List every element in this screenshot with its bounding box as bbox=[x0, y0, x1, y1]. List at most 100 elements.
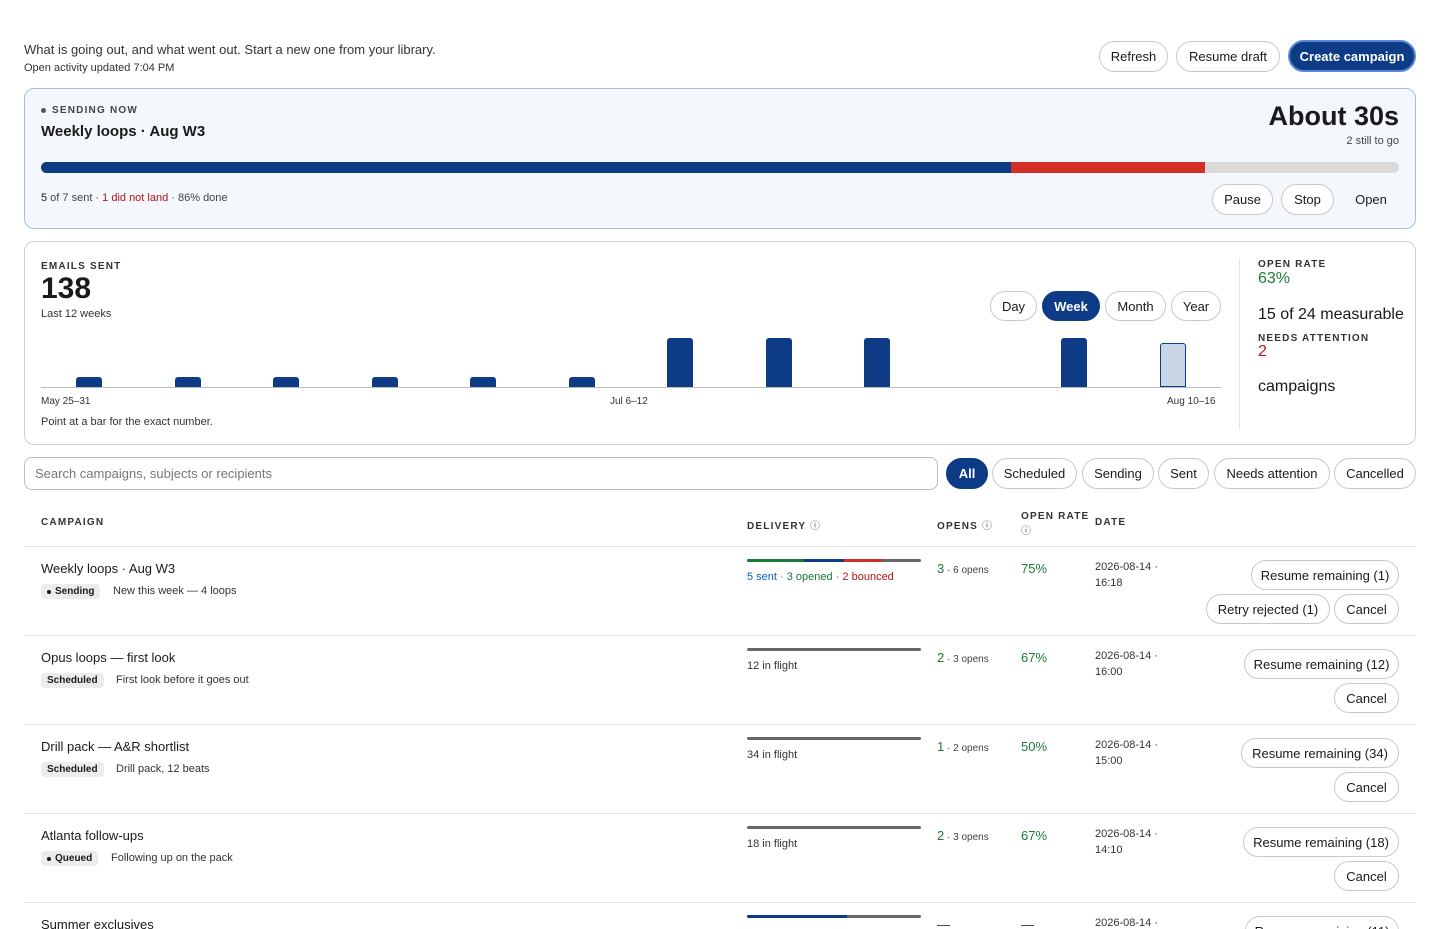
open-button[interactable]: Open bbox=[1342, 184, 1400, 215]
sending-remaining: 2 still to go bbox=[1346, 135, 1399, 147]
sending-now-kicker: SENDING NOW bbox=[41, 105, 138, 116]
sending-status-text: 5 of 7 sent · 1 did not land · 86% done bbox=[41, 192, 228, 204]
column-header-opens: OPENS ⓘ bbox=[937, 521, 992, 532]
delivery-bar bbox=[747, 559, 921, 562]
range-week-button[interactable]: Week bbox=[1042, 291, 1100, 321]
resume-draft-button[interactable]: Resume draft bbox=[1176, 41, 1280, 72]
delivery-bar-sent bbox=[747, 915, 847, 918]
chart-tick-label: Aug 10–16 bbox=[1167, 396, 1216, 407]
filter-needs-attention[interactable]: Needs attention bbox=[1214, 458, 1330, 489]
campaign-name[interactable]: Summer exclusives bbox=[41, 917, 154, 929]
activity-updated-text: Open activity updated 7:04 PM bbox=[24, 62, 175, 74]
delivery-bar bbox=[747, 648, 921, 651]
campaign-date: 2026-08-14 · 14:10 bbox=[1095, 828, 1158, 856]
column-header-open-rate: OPEN RATE ⓘ bbox=[1021, 511, 1090, 537]
open-rate: — bbox=[1021, 917, 1034, 929]
chart-bar[interactable] bbox=[372, 377, 398, 387]
table-row[interactable]: Summer exclusives — — 2026-08-14 · Resum… bbox=[24, 902, 1416, 929]
resume-remaining-button[interactable]: Resume remaining (1) bbox=[1251, 560, 1399, 590]
opens-count: 1 · 2 opens bbox=[937, 739, 989, 754]
chart-bar[interactable] bbox=[569, 377, 595, 387]
info-icon[interactable]: ⓘ bbox=[982, 521, 992, 532]
page-header: What is going out, and what went out. St… bbox=[24, 40, 1416, 80]
stats-card: EMAILS SENT 138 Last 12 weeks Day Week M… bbox=[24, 241, 1416, 445]
needs-attention-sub: campaigns bbox=[1258, 378, 1336, 395]
cancel-button[interactable]: Cancel bbox=[1334, 772, 1399, 802]
chart-bar[interactable] bbox=[864, 338, 890, 387]
table-row[interactable]: Drill pack — A&R shortlist Scheduled Dri… bbox=[24, 724, 1416, 813]
status-badge: Queued bbox=[41, 851, 99, 866]
page-subtitle: What is going out, and what went out. St… bbox=[24, 42, 436, 57]
chart-bar[interactable] bbox=[470, 377, 496, 387]
campaign-date: 2026-08-14 · 16:18 bbox=[1095, 561, 1158, 589]
delivery-bar bbox=[747, 915, 921, 918]
sending-campaign-title: Weekly loops · Aug W3 bbox=[41, 123, 206, 140]
sending-now-card: SENDING NOW Weekly loops · Aug W3 About … bbox=[24, 88, 1416, 229]
opens-count: — bbox=[937, 917, 950, 929]
retry-rejected-button[interactable]: Retry rejected (1) bbox=[1206, 594, 1330, 624]
filter-sending[interactable]: Sending bbox=[1082, 458, 1154, 489]
open-rate: 67% bbox=[1021, 828, 1048, 843]
campaign-date: 2026-08-14 · 15:00 bbox=[1095, 739, 1158, 767]
campaign-name[interactable]: Drill pack — A&R shortlist bbox=[41, 739, 190, 754]
column-header-date: DATE bbox=[1095, 517, 1127, 528]
refresh-button[interactable]: Refresh bbox=[1099, 41, 1168, 72]
chart-bar[interactable] bbox=[273, 377, 299, 387]
delivery-summary: 12 in flight bbox=[747, 660, 798, 672]
cancel-button[interactable]: Cancel bbox=[1334, 683, 1399, 713]
resume-remaining-button[interactable]: Resume remaining (12) bbox=[1244, 649, 1399, 679]
campaign-date: 2026-08-14 · 16:00 bbox=[1095, 650, 1158, 678]
opens-count: 2 · 3 opens bbox=[937, 650, 989, 665]
chart-bar[interactable] bbox=[1160, 343, 1186, 387]
badge-dot-icon bbox=[47, 589, 51, 594]
resume-remaining-button[interactable]: Resume remaining (34) bbox=[1241, 738, 1399, 768]
info-icon[interactable]: ⓘ bbox=[810, 521, 821, 532]
campaign-name[interactable]: Opus loops — first look bbox=[41, 650, 176, 665]
range-day-button[interactable]: Day bbox=[990, 291, 1037, 321]
delivery-bar-opened bbox=[747, 559, 804, 562]
needs-attention-label: NEEDS ATTENTION bbox=[1258, 333, 1370, 344]
cancel-button[interactable]: Cancel bbox=[1334, 861, 1399, 891]
cancel-button[interactable]: Cancel bbox=[1334, 594, 1399, 624]
chart-bar[interactable] bbox=[667, 338, 693, 387]
emails-sent-period: Last 12 weeks bbox=[41, 308, 112, 320]
delivery-bar bbox=[747, 737, 921, 740]
emails-sent-chart bbox=[41, 328, 1221, 388]
filter-all[interactable]: All bbox=[946, 458, 988, 489]
status-badge: Scheduled bbox=[41, 673, 104, 688]
campaign-name[interactable]: Atlanta follow-ups bbox=[41, 828, 144, 843]
open-rate: 75% bbox=[1021, 561, 1048, 576]
sending-eta: About 30s bbox=[1268, 101, 1399, 131]
stop-button[interactable]: Stop bbox=[1281, 184, 1334, 215]
table-row[interactable]: Opus loops — first look Scheduled First … bbox=[24, 635, 1416, 724]
emails-sent-label: EMAILS SENT bbox=[41, 261, 122, 272]
delivery-bar bbox=[747, 826, 921, 829]
range-month-button[interactable]: Month bbox=[1105, 291, 1166, 321]
campaign-description: First look before it goes out bbox=[116, 674, 249, 686]
chart-bar[interactable] bbox=[175, 377, 201, 387]
chart-bar[interactable] bbox=[766, 338, 792, 387]
range-year-button[interactable]: Year bbox=[1171, 291, 1221, 321]
column-header-campaign: CAMPAIGN bbox=[41, 517, 105, 528]
pause-button[interactable]: Pause bbox=[1212, 184, 1273, 215]
filter-scheduled[interactable]: Scheduled bbox=[992, 458, 1077, 489]
sending-progress-bar bbox=[41, 162, 1399, 173]
chart-bar[interactable] bbox=[1061, 338, 1087, 387]
chart-bar[interactable] bbox=[76, 377, 102, 387]
campaign-name[interactable]: Weekly loops · Aug W3 bbox=[41, 561, 176, 576]
table-row[interactable]: Weekly loops · Aug W3 Sending New this w… bbox=[24, 546, 1416, 635]
filter-cancelled[interactable]: Cancelled bbox=[1334, 458, 1416, 489]
open-rate: 67% bbox=[1021, 650, 1048, 665]
info-icon[interactable]: ⓘ bbox=[1021, 526, 1031, 537]
filter-sent[interactable]: Sent bbox=[1158, 458, 1209, 489]
resume-remaining-button[interactable]: Resume remaining (11) bbox=[1245, 916, 1399, 929]
resume-remaining-button[interactable]: Resume remaining (18) bbox=[1243, 827, 1399, 857]
chart-hint: Point at a bar for the exact number. bbox=[41, 416, 213, 428]
search-input[interactable] bbox=[24, 457, 938, 490]
delivery-bar-sent bbox=[804, 559, 844, 562]
emails-sent-value: 138 bbox=[41, 272, 92, 305]
create-campaign-button[interactable]: Create campaign bbox=[1288, 40, 1416, 72]
status-dot-icon bbox=[41, 108, 46, 113]
status-badge: Scheduled bbox=[41, 762, 104, 777]
table-row[interactable]: Atlanta follow-ups Queued Following up o… bbox=[24, 813, 1416, 902]
